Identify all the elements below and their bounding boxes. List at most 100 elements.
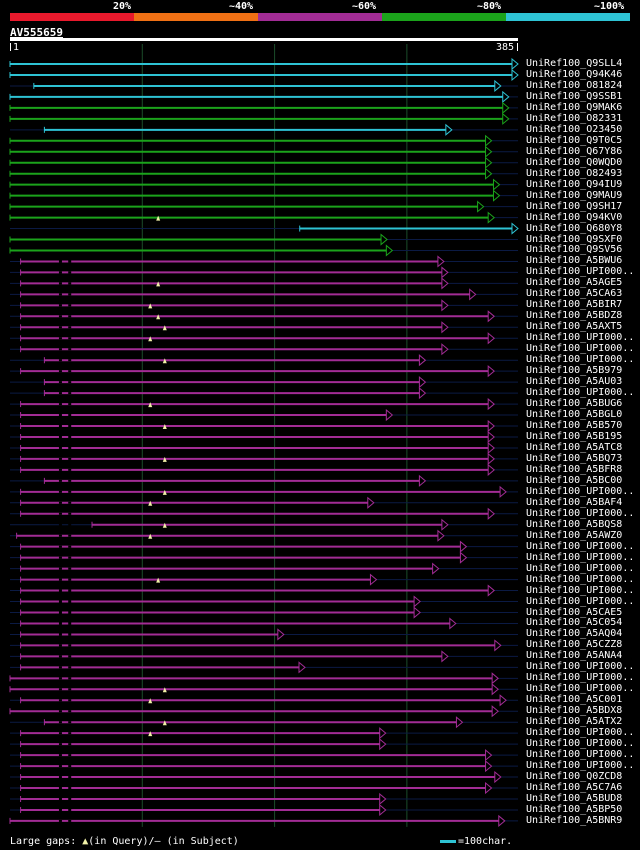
hit-label[interactable]: UniRef100_A5BFR8 bbox=[526, 463, 623, 475]
hit-label[interactable]: UniRef100_Q9SH17 bbox=[526, 200, 623, 212]
hit-label[interactable]: UniRef100_UPI000.. bbox=[526, 738, 635, 750]
hit-row[interactable] bbox=[10, 79, 518, 93]
hit-row[interactable] bbox=[9, 189, 518, 202]
hit-label[interactable]: UniRef100_UPI000.. bbox=[526, 507, 635, 519]
hit-label[interactable]: UniRef100_UPI000.. bbox=[526, 683, 635, 695]
hit-row[interactable] bbox=[10, 365, 518, 378]
hit-label[interactable]: UniRef100_A5CA63 bbox=[526, 288, 623, 300]
hit-label[interactable]: UniRef100_A5ATC8 bbox=[526, 441, 623, 453]
hit-label[interactable]: UniRef100_O23450 bbox=[526, 123, 623, 135]
hit-row[interactable] bbox=[10, 255, 518, 268]
hit-label[interactable]: UniRef100_UPI000.. bbox=[526, 573, 635, 585]
hit-row[interactable] bbox=[10, 617, 518, 630]
hit-label[interactable]: UniRef100_UPI000.. bbox=[526, 343, 635, 355]
hit-row[interactable] bbox=[10, 584, 518, 597]
hit-label[interactable]: UniRef100_Q94K46 bbox=[526, 68, 623, 80]
hit-label[interactable]: UniRef100_A5BDZ8 bbox=[526, 310, 623, 322]
hit-row[interactable] bbox=[10, 727, 518, 740]
hit-label[interactable]: UniRef100_UPI000.. bbox=[526, 540, 635, 552]
query-name[interactable]: AV555659 bbox=[10, 26, 63, 39]
hit-label[interactable]: UniRef100_A5BQ73 bbox=[526, 452, 623, 464]
hit-label[interactable]: UniRef100_Q0ZCD8 bbox=[526, 771, 623, 783]
hit-label[interactable]: UniRef100_A5BNR9 bbox=[526, 814, 623, 826]
hit-label[interactable]: UniRef100_A5AU03 bbox=[526, 376, 623, 388]
hit-label[interactable]: UniRef100_UPI000.. bbox=[526, 584, 635, 596]
hit-row[interactable] bbox=[10, 430, 518, 444]
hit-label[interactable]: UniRef100_A5AXT5 bbox=[526, 321, 623, 333]
hit-row[interactable] bbox=[10, 354, 518, 367]
hit-label[interactable]: UniRef100_Q0WQD0 bbox=[526, 156, 623, 168]
hit-row[interactable] bbox=[10, 463, 518, 476]
hit-row[interactable] bbox=[10, 376, 518, 389]
hit-label[interactable]: UniRef100_Q94IU9 bbox=[526, 178, 623, 190]
hit-label[interactable]: UniRef100_A5C001 bbox=[526, 694, 623, 706]
hit-row[interactable] bbox=[10, 408, 518, 422]
hit-label[interactable]: UniRef100_UPI000.. bbox=[526, 551, 635, 563]
hit-row[interactable] bbox=[10, 485, 518, 498]
hit-label[interactable]: UniRef100_UPI000.. bbox=[526, 749, 635, 761]
hit-label[interactable]: UniRef100_A5B570 bbox=[526, 420, 623, 431]
hit-label[interactable]: UniRef100_UPI000.. bbox=[526, 595, 635, 607]
hit-row[interactable] bbox=[10, 266, 518, 279]
hit-label[interactable]: UniRef100_UPI000.. bbox=[526, 661, 635, 673]
hit-label[interactable]: UniRef100_A5B979 bbox=[526, 365, 623, 377]
hit-row[interactable] bbox=[10, 661, 518, 674]
hit-label[interactable]: UniRef100_A5B195 bbox=[526, 430, 623, 442]
hit-label[interactable]: UniRef100_A5ANA4 bbox=[526, 650, 623, 662]
hit-row[interactable] bbox=[10, 694, 518, 707]
hit-row[interactable] bbox=[10, 474, 518, 487]
hit-row[interactable] bbox=[9, 683, 518, 696]
hit-label[interactable]: UniRef100_Q67Y86 bbox=[526, 145, 623, 157]
hit-label[interactable]: UniRef100_A5BGL0 bbox=[526, 409, 623, 421]
hit-label[interactable]: UniRef100_UPI000.. bbox=[526, 672, 635, 684]
hit-row[interactable] bbox=[10, 529, 518, 542]
hit-row[interactable] bbox=[10, 803, 518, 817]
hit-row[interactable] bbox=[10, 310, 518, 323]
hit-row[interactable] bbox=[10, 573, 518, 586]
hit-label[interactable]: UniRef100_A5C054 bbox=[526, 617, 623, 629]
hit-row[interactable] bbox=[10, 222, 519, 235]
hit-row[interactable] bbox=[10, 760, 518, 773]
hit-label[interactable]: UniRef100_A5BC00 bbox=[526, 474, 623, 486]
hit-label[interactable]: UniRef100_Q9SV56 bbox=[526, 244, 623, 256]
hit-label[interactable]: UniRef100_A5BUD8 bbox=[526, 792, 623, 804]
hit-label[interactable]: UniRef100_A5AWZ0 bbox=[526, 529, 623, 541]
hit-label[interactable]: UniRef100_UPI000.. bbox=[526, 387, 635, 399]
hit-row[interactable] bbox=[9, 57, 519, 71]
hit-row[interactable] bbox=[10, 781, 518, 795]
hit-row[interactable] bbox=[10, 452, 518, 465]
hit-label[interactable]: UniRef100_O82331 bbox=[526, 112, 623, 124]
hit-row[interactable] bbox=[9, 200, 518, 213]
hit-label[interactable]: UniRef100_Q9MAU9 bbox=[526, 189, 623, 201]
hit-row[interactable] bbox=[10, 343, 518, 356]
hit-row[interactable] bbox=[10, 441, 518, 455]
hit-row[interactable] bbox=[10, 387, 518, 400]
hit-label[interactable]: UniRef100_Q9SSB1 bbox=[526, 90, 623, 102]
hit-label[interactable]: UniRef100_UPI000.. bbox=[526, 485, 635, 497]
hit-label[interactable]: UniRef100_A5BP50 bbox=[526, 803, 623, 815]
hit-row[interactable] bbox=[9, 211, 518, 224]
hit-label[interactable]: UniRef100_UPI000.. bbox=[526, 332, 635, 344]
hit-label[interactable]: UniRef100_A5BAF4 bbox=[526, 496, 623, 508]
hit-label[interactable]: UniRef100_A5C7A6 bbox=[526, 782, 623, 794]
hit-row[interactable] bbox=[10, 321, 518, 334]
hit-row[interactable] bbox=[9, 145, 518, 158]
hit-row[interactable] bbox=[9, 68, 519, 82]
hit-label[interactable]: UniRef100_UPI000.. bbox=[526, 562, 635, 574]
hit-label[interactable]: UniRef100_Q680Y8 bbox=[526, 222, 623, 234]
hit-row[interactable] bbox=[10, 277, 518, 290]
hit-row[interactable] bbox=[9, 178, 518, 191]
hit-label[interactable]: UniRef100_UPI000.. bbox=[526, 760, 635, 772]
hit-row[interactable] bbox=[9, 101, 518, 114]
hit-label[interactable]: UniRef100_Q9MAK6 bbox=[526, 101, 623, 113]
hit-row[interactable] bbox=[10, 123, 518, 136]
hit-label[interactable]: UniRef100_UPI000.. bbox=[526, 266, 635, 278]
hit-row[interactable] bbox=[10, 398, 518, 411]
hit-label[interactable]: UniRef100_A5CAE5 bbox=[526, 606, 623, 618]
hit-row[interactable] bbox=[9, 672, 518, 685]
hit-label[interactable]: UniRef100_UPI000.. bbox=[526, 354, 635, 366]
hit-row[interactable] bbox=[10, 518, 518, 531]
hit-row[interactable] bbox=[9, 814, 518, 827]
hit-label[interactable]: UniRef100_O82493 bbox=[526, 167, 623, 179]
hit-row[interactable] bbox=[10, 332, 518, 345]
